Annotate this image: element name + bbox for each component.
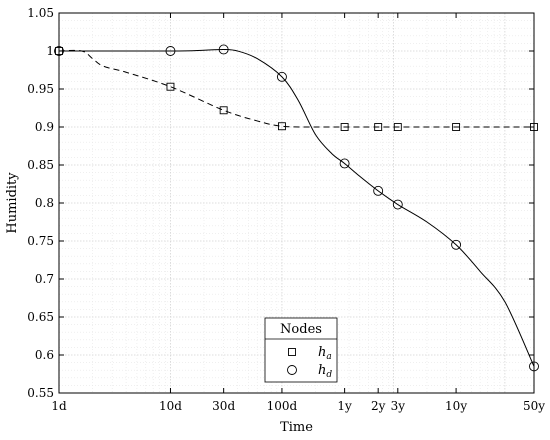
x-tick-label: 3y	[391, 399, 406, 413]
legend-entry-base: h	[318, 363, 326, 378]
y-tick-label: 0.75	[27, 234, 54, 248]
legend-entry-subscript: a	[326, 352, 331, 362]
y-tick-label: 0.8	[35, 196, 54, 210]
series-layer	[54, 44, 539, 372]
series-h-d	[54, 44, 539, 372]
legend-entry-base: h	[318, 345, 326, 360]
x-tick-label: 2y	[371, 399, 386, 413]
legend-marker-circle	[287, 365, 297, 375]
data-point-h-d	[451, 239, 462, 250]
x-tick-label: 100d	[267, 399, 298, 413]
legend-entry-label: ha	[318, 345, 332, 362]
grid	[58, 12, 534, 394]
legend-marker-square	[288, 348, 296, 356]
y-tick-label: 1	[46, 44, 54, 58]
data-point-h-a	[340, 123, 349, 131]
data-point-h-a	[219, 106, 228, 115]
axis-ticks: 1d 10d 30d 100d 1y 2y 3y 10y 50y0.550.60.650.70.…	[27, 6, 545, 413]
legend-title: Nodes	[280, 322, 322, 337]
x-tick-label: 1d	[51, 399, 67, 413]
x-tick-label: 1y	[337, 399, 352, 413]
y-tick-label: 0.9	[35, 120, 54, 134]
data-point-h-a	[166, 82, 175, 91]
data-point-h-a	[452, 123, 461, 131]
y-tick-label: 0.7	[35, 272, 54, 286]
legend-box	[264, 317, 338, 383]
y-tick-label: 1.05	[27, 6, 54, 20]
y-tick-label: 0.85	[27, 158, 54, 172]
x-tick-label: 10d	[159, 399, 182, 413]
data-point-h-d	[165, 46, 176, 56]
y-tick-label: 0.95	[27, 82, 54, 96]
x-tick-label: 50y	[523, 399, 545, 413]
series-line-h-a	[58, 49, 534, 128]
data-point-h-d	[529, 361, 539, 372]
series-line-h-d	[58, 48, 535, 367]
series-h-a	[55, 47, 538, 131]
data-point-h-d	[276, 71, 287, 82]
x-tick-label: 10y	[445, 399, 467, 413]
data-point-h-a	[374, 123, 383, 131]
legend-entry-label: hd	[318, 363, 332, 380]
data-point-h-a	[530, 123, 538, 131]
y-tick-label: 0.55	[27, 386, 54, 400]
x-axis-label: Time	[280, 420, 313, 435]
y-tick-label: 0.6	[35, 348, 54, 362]
y-tick-label: 0.65	[27, 310, 54, 324]
data-point-h-a	[393, 123, 402, 131]
data-point-h-d	[392, 199, 403, 210]
y-axis-label: Humidity	[5, 172, 20, 234]
data-point-h-d	[339, 158, 350, 169]
legend-entry-subscript: d	[326, 370, 332, 380]
data-point-h-d	[218, 44, 229, 55]
data-point-h-d	[54, 46, 64, 56]
data-point-h-d	[373, 185, 384, 196]
x-tick-label: 30d	[212, 399, 235, 413]
data-point-h-a	[277, 122, 286, 131]
